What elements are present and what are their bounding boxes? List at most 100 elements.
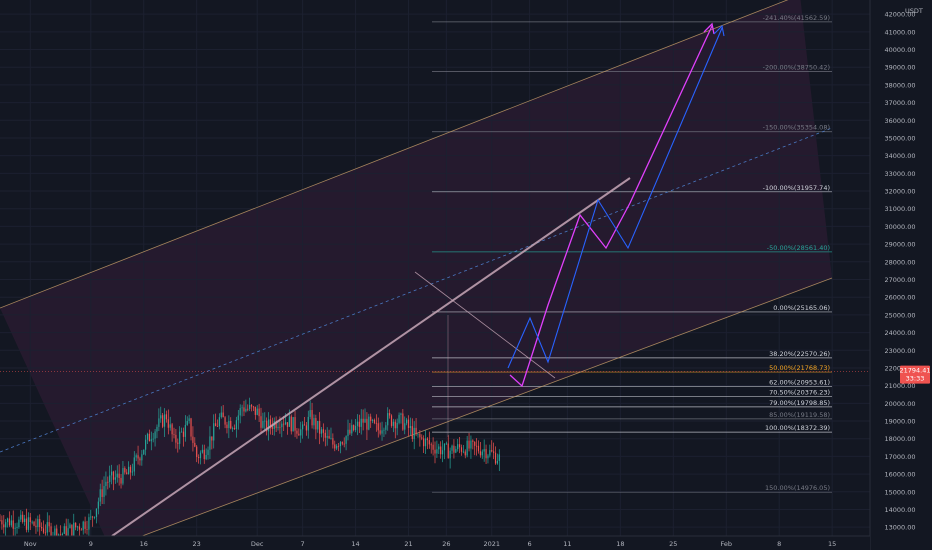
candle-body [351,425,353,434]
candle-body [128,466,130,475]
candle-body [92,516,94,518]
candle-body [46,522,48,533]
candle-body [260,416,262,428]
x-tick-label: 16 [140,540,148,548]
candle-body [12,520,14,529]
candle-body [292,417,294,432]
candle-body [184,424,186,437]
y-tick-label: 29000.00 [884,241,915,249]
candle-body [339,442,342,446]
candle-body [436,449,438,454]
x-tick-label: 2021 [483,540,500,548]
arrowhead-blue [713,24,725,37]
y-tick-label: 18000.00 [884,435,915,443]
candle-body [67,528,69,538]
fib-level-label: -241.40%(41562.59) [763,14,830,22]
fib-level-label: 150.00%(14976.05) [765,484,830,492]
candle-body [389,413,391,416]
candle-body [124,468,126,473]
candle-body [194,442,196,447]
x-tick-label: Dec [251,540,264,548]
fib-level-label: -150.00%(35354.08) [763,124,830,132]
candle-body [440,446,442,455]
time-axis-panel[interactable] [0,536,870,550]
candle-body [423,438,425,447]
candle-body [232,428,234,429]
candle-body [271,426,273,429]
candle-body [447,443,449,459]
candle-body [341,442,343,444]
candle-body [211,436,213,441]
candle-body [90,516,92,518]
candle-body [207,449,209,456]
y-tick-label: 27000.00 [884,276,915,284]
candle-body [88,517,90,530]
candle-body [343,443,345,445]
candle-body [186,420,188,425]
candle-body [320,429,323,434]
candle-body [315,418,317,430]
candle-body [150,439,152,442]
candle-body [288,416,290,427]
candle-body [250,405,253,407]
candle-body [353,425,355,431]
price-tag-time: 33:33 [906,375,925,383]
fib-level-label: -200.00%(38750.42) [763,64,830,72]
candle-body [267,419,270,432]
candle-body [63,526,65,534]
candle-body [239,408,241,416]
currency-label: USDT [905,7,923,15]
candle-body [179,431,181,444]
fib-level-label: 85.00%(19119.58) [769,411,830,419]
candle-body [167,419,169,428]
x-tick-label: 9 [89,540,93,548]
candle-body [188,418,190,421]
candle-body [434,449,436,454]
y-tick-label: 38000.00 [884,81,915,89]
fib-labels: -241.40%(41562.59) -200.00%(38750.42) -150… [763,14,830,492]
channel-median-line [0,127,833,453]
price-axis-panel[interactable] [870,0,932,550]
candle-body [398,414,400,423]
candle-body [137,455,139,459]
candle-body [258,408,260,417]
candle-body [330,438,332,439]
candle-body [269,419,272,427]
y-tick-label: 37000.00 [884,99,915,107]
candle-body [302,424,304,430]
descending-trendline [414,271,556,379]
candle-body [226,424,228,429]
candle-body [218,417,220,427]
candle-body [466,440,468,456]
fib-level-label: 100.00%(18372.39) [765,424,830,432]
y-tick-label: 15000.00 [884,488,915,496]
candle-body [498,454,500,461]
y-tick-label: 31000.00 [884,205,915,213]
candle-body [392,421,394,426]
candle-body [27,517,29,530]
candle-body [332,438,334,445]
candle-body [65,526,67,538]
candle-body [317,420,319,430]
candle-body [224,417,226,425]
candle-body [160,415,162,419]
x-tick-label: 11 [563,540,571,548]
candle-body [487,455,489,459]
candle-body [237,415,239,421]
candle-body [476,445,478,447]
candle-body [496,460,499,464]
fib-level-label: 38.20%(22570.26) [769,350,830,358]
candle-body [14,527,16,529]
candle-body [213,423,215,441]
candle-body [78,526,81,530]
candle-body [196,446,198,457]
time-axis: Nov 9 16 23 Dec 7 14 21 26 2021 6 11 18 25 Feb 8 15 [24,540,836,548]
y-tick-label: 34000.00 [884,152,915,160]
candle-body [39,519,41,528]
candle-body [455,449,457,453]
candle-body [303,424,306,426]
parallel-channel [0,0,833,549]
candle-body [430,444,432,446]
candle-body [243,407,245,412]
